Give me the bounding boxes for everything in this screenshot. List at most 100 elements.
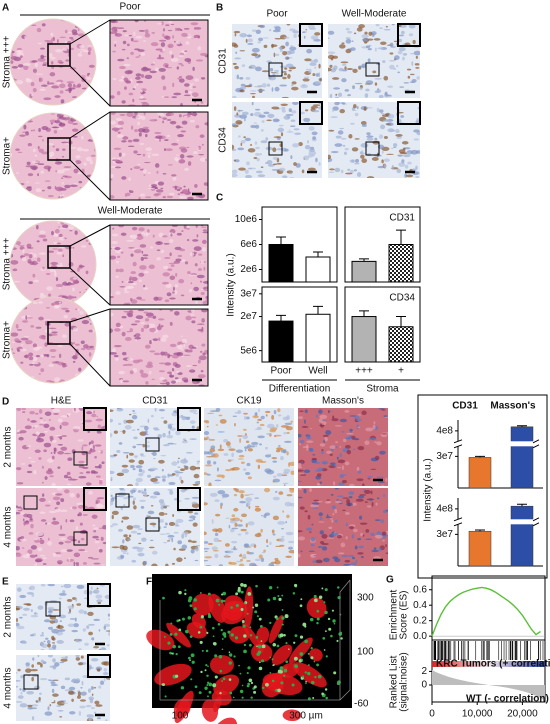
tissue-texture: [237, 458, 244, 460]
tissue-texture: [346, 68, 354, 70]
tissue-texture: [127, 495, 134, 498]
cell: [307, 697, 311, 701]
cell: [201, 649, 204, 652]
plot-frame: [344, 206, 421, 283]
tissue-texture: [193, 246, 202, 252]
tissue-texture: [114, 125, 122, 128]
cell: [178, 590, 182, 595]
zoom-box: [83, 487, 107, 511]
zoom-box: [365, 62, 380, 77]
tissue-texture: [51, 61, 54, 65]
tissue-texture: [391, 164, 394, 170]
tissue-texture: [255, 170, 263, 174]
tissue-texture: [31, 129, 33, 132]
tissue-texture: [111, 546, 120, 549]
tissue-texture: [310, 537, 316, 542]
tissue-texture: [30, 545, 37, 550]
tissue-texture: [240, 139, 246, 144]
tissue-texture: [374, 441, 378, 443]
tissue-image: [84, 488, 106, 510]
tissue-texture: [118, 79, 125, 82]
tissue-texture: [179, 76, 183, 78]
tissue-texture: [51, 439, 57, 443]
tissue-texture: [308, 24, 315, 30]
tissue-texture: [407, 75, 411, 79]
tissue-texture: [365, 45, 371, 48]
tissue-texture: [351, 40, 354, 43]
vessel: [209, 655, 235, 675]
tissue-texture: [36, 27, 42, 33]
tissue-texture: [145, 444, 151, 448]
tissue-texture: [351, 147, 359, 152]
tissue-texture: [312, 73, 316, 77]
tissue-texture: [43, 449, 47, 453]
tissue-texture: [269, 67, 274, 72]
tissue-texture: [16, 80, 24, 85]
tissue-texture: [123, 496, 129, 500]
tissue-texture: [376, 107, 380, 113]
cell: [258, 617, 262, 621]
cell: [219, 691, 222, 695]
tissue-texture: [139, 453, 144, 456]
tissue-texture: [347, 168, 351, 171]
tissue-texture: [127, 139, 133, 143]
tissue-texture: [378, 134, 384, 139]
tissue-texture: [37, 173, 39, 177]
tissue-texture: [77, 439, 84, 442]
tissue-texture: [293, 162, 297, 166]
tissue-texture: [54, 434, 62, 437]
tissue-texture: [290, 45, 293, 47]
tissue-texture: [255, 412, 258, 416]
tissue-texture: [311, 154, 315, 157]
cell: [254, 610, 258, 614]
tissue-texture: [77, 33, 85, 37]
tissue-texture: [43, 97, 52, 101]
tissue-texture: [272, 460, 278, 463]
tissue-texture: [166, 112, 174, 116]
tissue-texture: [284, 422, 293, 426]
tissue-texture: [175, 154, 179, 156]
tissue-texture: [22, 518, 25, 522]
tissue-texture: [381, 150, 384, 154]
cell: [221, 638, 224, 640]
tissue-texture: [205, 421, 210, 424]
core-outline: [9, 18, 97, 106]
tissue-texture: [373, 421, 376, 425]
tissue-texture: [195, 546, 199, 552]
tissue-texture: [165, 64, 169, 68]
tissue-texture: [277, 127, 285, 133]
tissue-texture: [91, 557, 100, 560]
tissue-texture: [55, 493, 63, 496]
vessel: [282, 709, 302, 722]
tissue-texture: [117, 121, 125, 125]
tissue-texture: [360, 154, 365, 159]
column-label: Poor: [266, 9, 288, 20]
tissue-texture: [47, 610, 53, 613]
tissue-texture: [216, 474, 224, 478]
tissue-texture: [19, 594, 27, 599]
panel-label: D: [2, 397, 9, 408]
tissue-texture: [318, 72, 321, 78]
tissue-texture: [182, 438, 186, 441]
tissue-texture: [328, 67, 332, 72]
tissue-texture: [21, 256, 27, 262]
tissue-texture: [103, 625, 106, 630]
tissue-texture: [46, 458, 54, 463]
tissue-texture: [20, 300, 24, 304]
tissue-texture: [304, 58, 312, 62]
tissue-texture: [153, 193, 160, 197]
tissue-texture: [413, 138, 419, 141]
tissue-texture: [41, 23, 46, 27]
tissue-texture: [126, 43, 130, 47]
tissue-texture: [172, 514, 175, 518]
cell: [217, 622, 221, 626]
tissue-texture: [298, 536, 306, 541]
tissue-texture: [298, 553, 301, 558]
tissue-texture: [267, 113, 275, 118]
tissue-texture: [186, 238, 190, 242]
tissue-texture: [181, 339, 188, 344]
tissue-texture: [43, 165, 52, 170]
tissue-texture: [115, 357, 119, 361]
tissue-texture: [144, 33, 151, 38]
tissue-texture: [81, 135, 84, 140]
